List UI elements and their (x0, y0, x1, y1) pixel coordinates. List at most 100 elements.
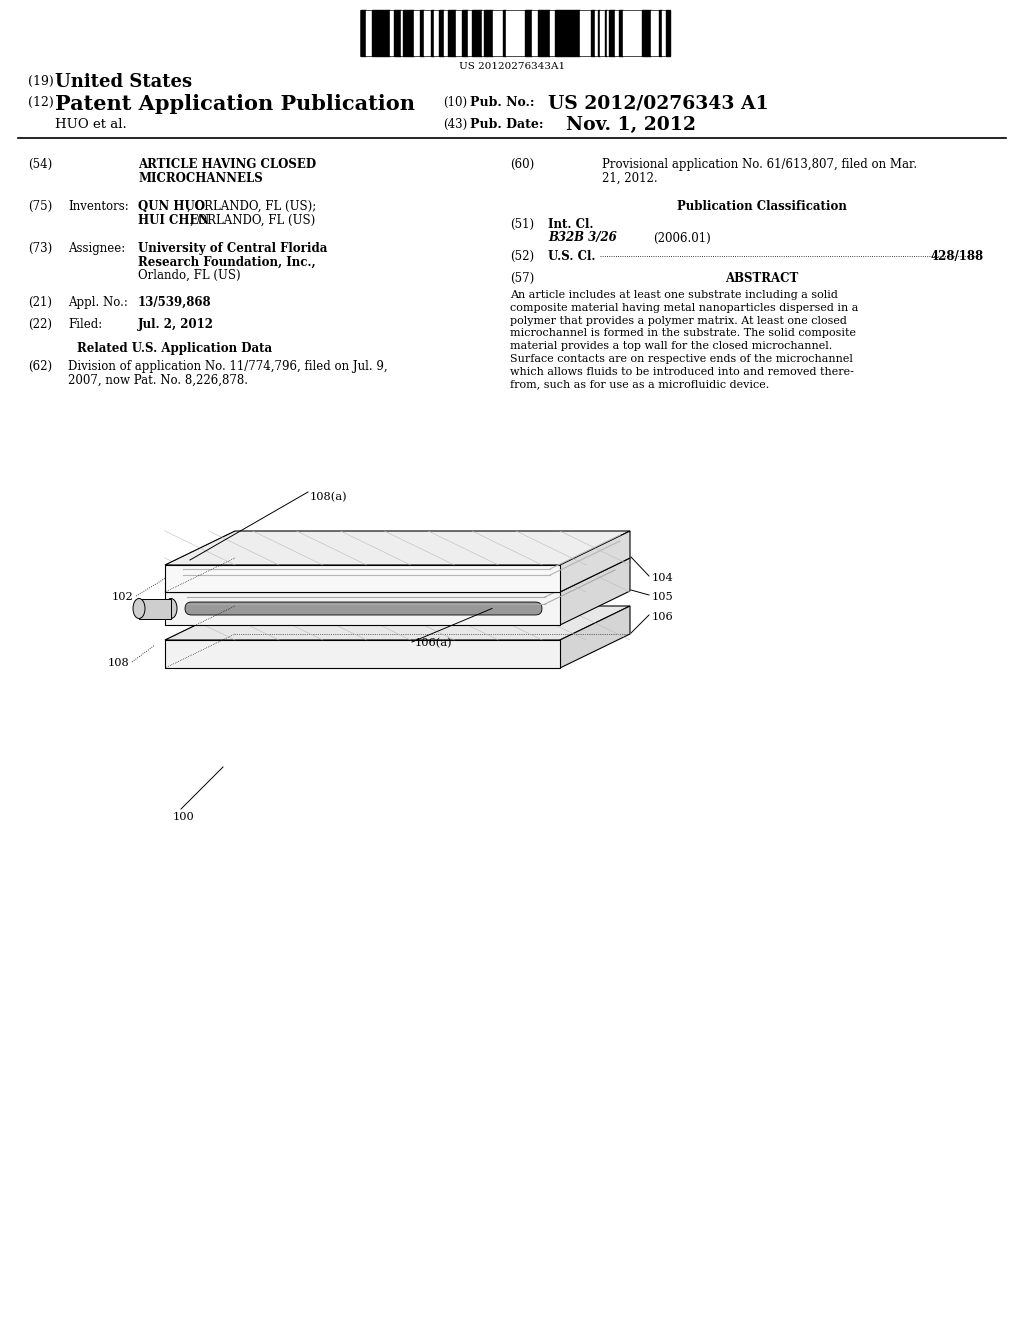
Bar (563, 11, 567, 55)
Bar (510, 11, 512, 55)
Bar (385, 11, 387, 55)
Text: (60): (60) (510, 158, 535, 172)
Text: Research Foundation, Inc.,: Research Foundation, Inc., (138, 256, 315, 268)
Text: An article includes at least one substrate including a solid: An article includes at least one substra… (510, 290, 838, 300)
Bar (557, 11, 561, 55)
Text: Patent Application Publication: Patent Application Publication (55, 94, 415, 114)
Text: Surface contacts are on respective ends of the microchannel: Surface contacts are on respective ends … (510, 354, 853, 364)
Bar (656, 11, 658, 55)
Text: Related U.S. Application Data: Related U.S. Application Data (78, 342, 272, 355)
Bar (541, 11, 545, 55)
Bar (642, 11, 646, 55)
Polygon shape (165, 565, 560, 591)
Text: (52): (52) (510, 249, 535, 263)
Bar (545, 11, 550, 55)
FancyBboxPatch shape (185, 602, 542, 615)
Bar (457, 11, 460, 55)
Bar (550, 11, 554, 55)
Text: Division of application No. 11/774,796, filed on Jul. 9,: Division of application No. 11/774,796, … (68, 360, 388, 374)
Text: (10): (10) (443, 96, 467, 110)
Bar (431, 11, 434, 55)
Text: Pub. Date:: Pub. Date: (470, 117, 544, 131)
Bar (577, 11, 580, 55)
Polygon shape (165, 606, 630, 640)
Text: Assignee:: Assignee: (68, 242, 125, 255)
Bar (412, 11, 415, 55)
Bar (567, 11, 572, 55)
Polygon shape (139, 598, 171, 619)
Text: 106: 106 (652, 612, 674, 622)
Text: material provides a top wall for the closed microchannel.: material provides a top wall for the clo… (510, 341, 833, 351)
Ellipse shape (165, 598, 177, 619)
Bar (468, 11, 472, 55)
Bar (499, 11, 503, 55)
Bar (589, 11, 591, 55)
Text: Pub. No.:: Pub. No.: (470, 96, 535, 110)
Bar (452, 11, 455, 55)
Bar (607, 11, 609, 55)
Bar (390, 11, 394, 55)
Text: (21): (21) (28, 296, 52, 309)
Text: U.S. Cl.: U.S. Cl. (548, 249, 596, 263)
Text: 105: 105 (652, 591, 674, 602)
Text: (73): (73) (28, 242, 52, 255)
Text: (12): (12) (28, 96, 53, 110)
Text: Nov. 1, 2012: Nov. 1, 2012 (566, 116, 696, 135)
Ellipse shape (133, 598, 145, 619)
Text: University of Central Florida: University of Central Florida (138, 242, 328, 255)
Bar (402, 11, 404, 55)
Text: 108: 108 (108, 657, 130, 668)
Text: Jul. 2, 2012: Jul. 2, 2012 (138, 318, 214, 331)
Bar (482, 11, 484, 55)
Bar (369, 11, 373, 55)
Bar (503, 11, 506, 55)
Bar (586, 11, 589, 55)
Bar (472, 11, 476, 55)
Text: Orlando, FL (US): Orlando, FL (US) (138, 269, 241, 282)
Text: , ORLANDO, FL (US): , ORLANDO, FL (US) (190, 214, 315, 227)
Bar (612, 11, 614, 55)
Text: 108(a): 108(a) (310, 492, 347, 503)
Bar (440, 11, 443, 55)
Text: Appl. No.:: Appl. No.: (68, 296, 128, 309)
Bar (605, 11, 607, 55)
Bar (512, 11, 516, 55)
Bar (398, 11, 401, 55)
Text: 102: 102 (112, 591, 134, 602)
Bar (561, 11, 563, 55)
Text: 428/188: 428/188 (931, 249, 984, 263)
Bar (614, 11, 618, 55)
Bar (360, 11, 361, 55)
Bar (378, 11, 381, 55)
Bar (460, 11, 462, 55)
Polygon shape (165, 558, 630, 591)
Bar (360, 11, 670, 55)
Bar (666, 11, 670, 55)
Bar (381, 11, 384, 55)
Bar (662, 11, 666, 55)
Bar (455, 11, 457, 55)
Bar (494, 11, 496, 55)
Bar (624, 11, 627, 55)
Text: Provisional application No. 61/613,807, filed on Mar.: Provisional application No. 61/613,807, … (602, 158, 918, 172)
Bar (538, 11, 541, 55)
Text: Filed:: Filed: (68, 318, 102, 331)
Bar (462, 11, 465, 55)
Bar (404, 11, 410, 55)
Bar (650, 11, 652, 55)
Bar (419, 11, 421, 55)
Bar (429, 11, 431, 55)
Bar (531, 11, 532, 55)
Bar (373, 11, 378, 55)
Bar (618, 11, 624, 55)
Bar (630, 11, 634, 55)
Bar (489, 11, 494, 55)
Bar (652, 11, 656, 55)
Bar (658, 11, 662, 55)
Text: (19): (19) (28, 75, 53, 88)
Bar (401, 11, 402, 55)
Text: HUO et al.: HUO et al. (55, 117, 127, 131)
Bar (465, 11, 468, 55)
Polygon shape (560, 531, 630, 591)
Text: HUI CHEN: HUI CHEN (138, 214, 209, 227)
